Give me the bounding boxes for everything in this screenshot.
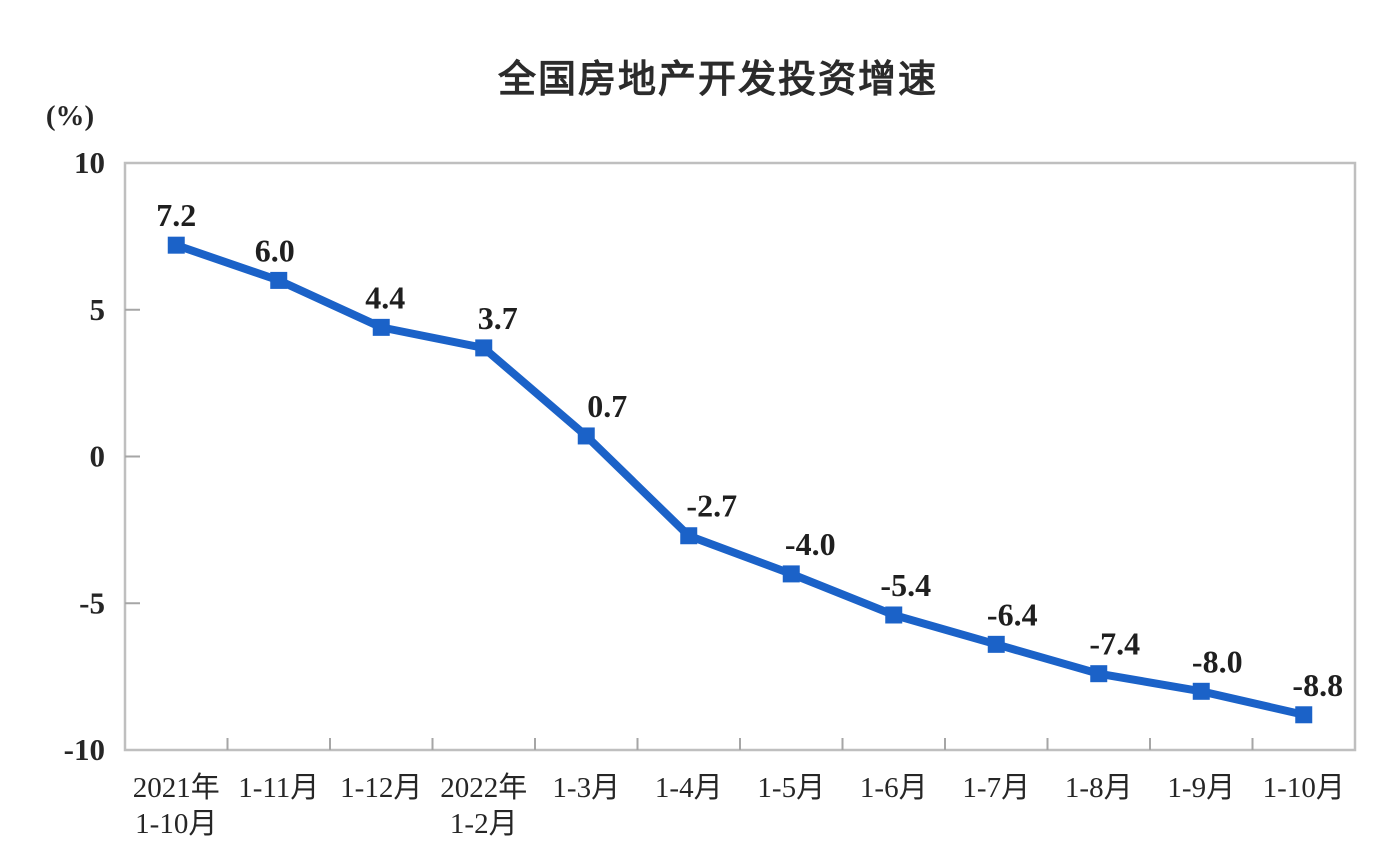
- y-tick-label: 0: [90, 439, 106, 474]
- x-tick-label: 1-10月: [1263, 772, 1345, 804]
- data-point-marker: [1192, 682, 1210, 700]
- x-tick-label: 2021年: [133, 771, 220, 804]
- y-tick-label: -5: [79, 585, 105, 620]
- x-tick-label: 1-10月: [135, 808, 217, 840]
- data-point-marker: [270, 271, 288, 289]
- x-tick-label: 1-4月: [655, 772, 723, 804]
- x-tick-label: 1-8月: [1065, 772, 1133, 804]
- data-point-marker: [885, 606, 903, 624]
- data-point-label: -6.4: [987, 596, 1038, 632]
- x-tick-label: 1-12月: [340, 772, 422, 804]
- data-point-label: -7.4: [1089, 626, 1140, 662]
- y-tick-label: -10: [64, 732, 105, 767]
- data-point-marker: [475, 339, 493, 357]
- data-point-label: -4.0: [785, 526, 836, 562]
- data-point-marker: [577, 427, 595, 445]
- data-point-label: -5.4: [880, 567, 931, 603]
- data-point-label: 0.7: [587, 388, 627, 424]
- data-point-marker: [167, 236, 185, 254]
- data-point-label: 4.4: [365, 279, 405, 315]
- data-point-label: -8.0: [1192, 643, 1243, 679]
- data-point-marker: [987, 635, 1005, 653]
- x-tick-label: 1-6月: [860, 772, 928, 804]
- data-point-marker: [372, 318, 390, 336]
- data-point-marker: [782, 565, 800, 583]
- data-point-label: 3.7: [478, 300, 518, 336]
- data-point-label: -2.7: [686, 488, 737, 524]
- x-tick-label: 1-7月: [962, 772, 1030, 804]
- data-point-marker: [680, 527, 698, 545]
- series-line: [174, 241, 1305, 719]
- y-axis-unit-label: (%): [45, 100, 95, 132]
- x-tick-label: 1-9月: [1167, 772, 1235, 804]
- x-tick-label: 1-3月: [552, 772, 620, 804]
- data-point-marker: [1295, 706, 1313, 724]
- data-point-label: 7.2: [156, 197, 196, 233]
- data-point-marker: [1090, 665, 1108, 683]
- x-tick-label: 1-2月: [450, 808, 518, 840]
- y-tick-label: 5: [90, 292, 106, 327]
- x-tick-label: 1-5月: [757, 772, 825, 804]
- plot-border: [123, 161, 1357, 752]
- data-point-label: 6.0: [255, 232, 295, 268]
- data-point-label: -8.8: [1292, 667, 1343, 703]
- chart-title: 全国房地产开发投资增速: [497, 59, 938, 101]
- x-tick-label: 1-11月: [238, 772, 319, 804]
- y-tick-label: 10: [74, 145, 105, 180]
- x-tick-label: 2022年: [440, 771, 527, 804]
